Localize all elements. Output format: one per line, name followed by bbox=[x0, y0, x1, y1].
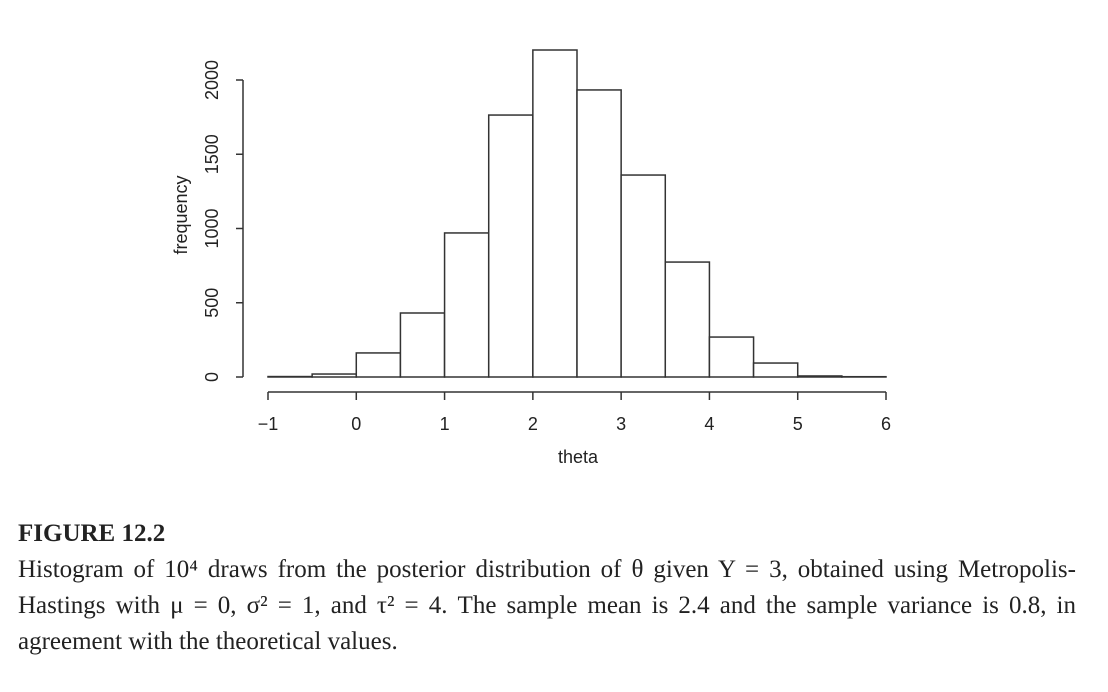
bar bbox=[355, 352, 402, 378]
bar bbox=[708, 336, 755, 378]
x-tick-label: 5 bbox=[793, 414, 803, 434]
x-tick-label: 6 bbox=[881, 414, 891, 434]
x-tick-label: −1 bbox=[258, 414, 279, 434]
bar bbox=[487, 114, 534, 378]
bar bbox=[311, 373, 358, 378]
bar bbox=[443, 232, 490, 378]
bar bbox=[664, 261, 711, 378]
caption: FIGURE 12.2 Histogram of 10⁴ draws from … bbox=[18, 520, 1076, 660]
bar bbox=[796, 375, 843, 378]
y-tick-label: 2000 bbox=[202, 60, 222, 100]
x-tick-label: 2 bbox=[528, 414, 538, 434]
caption-text: Histogram of 10⁴ draws from the posterio… bbox=[18, 556, 1076, 655]
bar bbox=[399, 312, 446, 378]
y-axis-label: frequency bbox=[171, 175, 191, 254]
x-tick-label: 0 bbox=[351, 414, 361, 434]
y-tick-label: 500 bbox=[202, 288, 222, 318]
y-tick-label: 1500 bbox=[202, 134, 222, 174]
bar bbox=[532, 49, 578, 378]
bar bbox=[752, 362, 799, 378]
bar bbox=[576, 89, 622, 378]
bar bbox=[620, 174, 667, 378]
y-tick-label: 1000 bbox=[202, 208, 222, 248]
figure-label: FIGURE 12.2 bbox=[18, 520, 166, 547]
x-tick-label: 1 bbox=[440, 414, 450, 434]
chart: theta frequency 0 500 1000 1500 2000 −1 0 1 2 3 4 5… bbox=[171, 49, 891, 467]
x-axis-label: theta bbox=[558, 447, 599, 467]
x-tick-label: 3 bbox=[616, 414, 626, 434]
y-tick-label: 0 bbox=[202, 372, 222, 382]
x-tick-label: 4 bbox=[704, 414, 714, 434]
